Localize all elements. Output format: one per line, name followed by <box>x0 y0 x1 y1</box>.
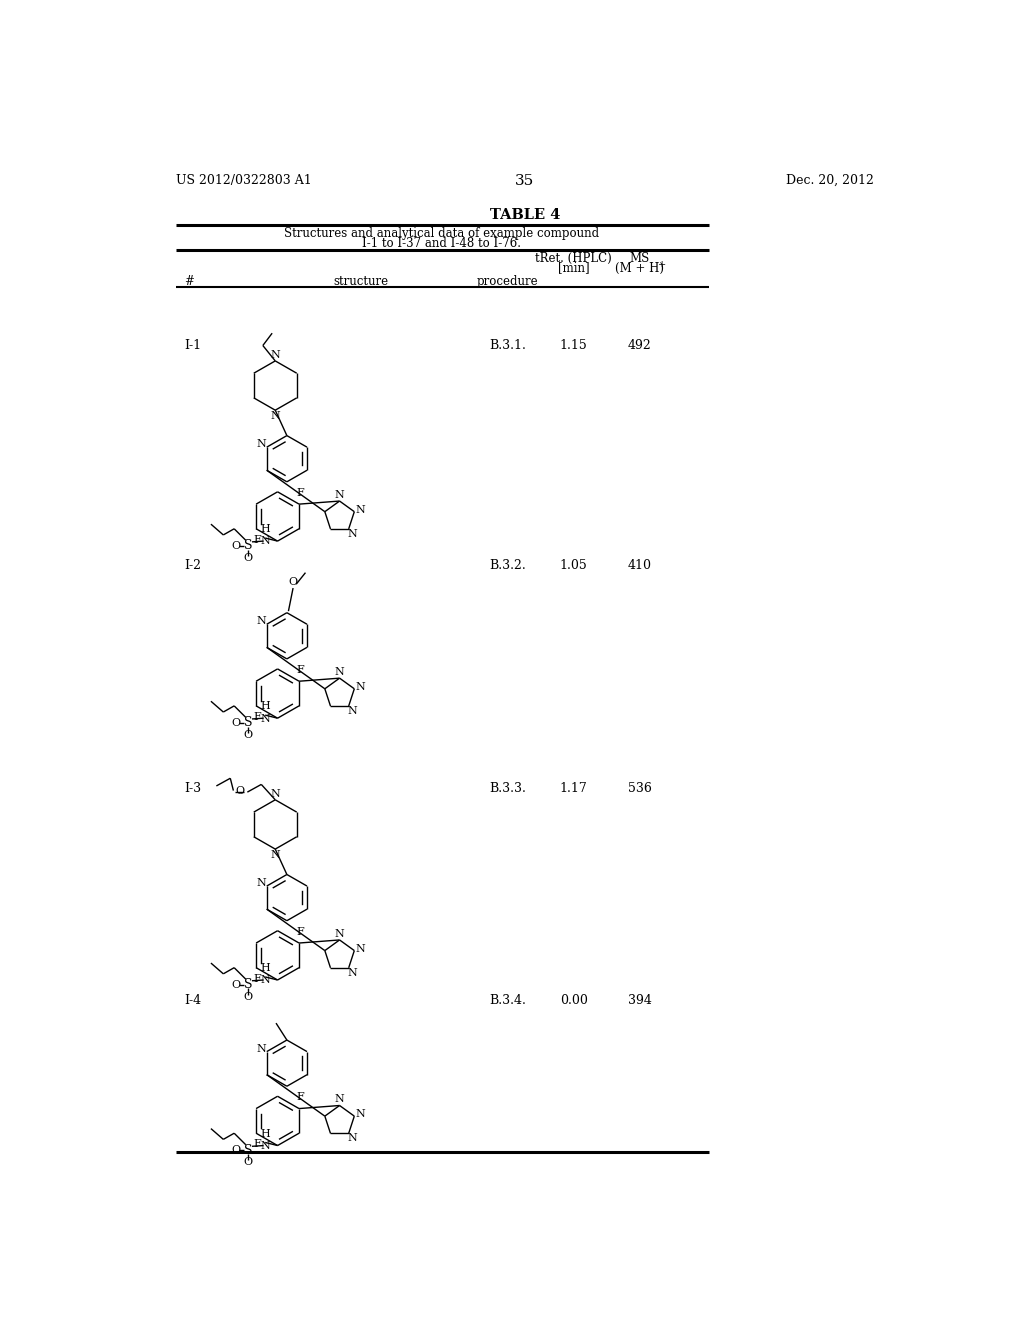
Text: H: H <box>260 964 270 973</box>
Text: F: F <box>254 535 261 545</box>
Text: MS: MS <box>630 252 649 265</box>
Text: 35: 35 <box>515 174 535 187</box>
Text: N: N <box>260 536 270 546</box>
Text: Dec. 20, 2012: Dec. 20, 2012 <box>785 174 873 187</box>
Text: 410: 410 <box>628 558 651 572</box>
Text: F: F <box>297 665 304 675</box>
Text: O: O <box>244 1158 253 1167</box>
Text: O: O <box>289 577 298 586</box>
Text: N: N <box>347 968 357 978</box>
Text: N: N <box>260 1140 270 1151</box>
Text: H: H <box>260 1129 270 1139</box>
Text: B.3.1.: B.3.1. <box>489 339 526 352</box>
Text: O: O <box>231 979 241 990</box>
Text: procedure: procedure <box>477 276 539 289</box>
Text: TABLE 4: TABLE 4 <box>489 209 560 223</box>
Text: H: H <box>260 524 270 535</box>
Text: US 2012/0322803 A1: US 2012/0322803 A1 <box>176 174 311 187</box>
Text: O: O <box>244 730 253 741</box>
Text: 0.00: 0.00 <box>560 994 588 1007</box>
Text: 492: 492 <box>628 339 651 352</box>
Text: N: N <box>256 878 266 888</box>
Text: 536: 536 <box>628 781 651 795</box>
Text: 1.17: 1.17 <box>560 781 588 795</box>
Text: 1.15: 1.15 <box>560 339 588 352</box>
Text: N: N <box>335 490 344 500</box>
Text: N: N <box>355 1109 366 1119</box>
Text: +: + <box>658 260 667 269</box>
Text: N: N <box>335 929 344 939</box>
Text: O: O <box>231 718 241 727</box>
Text: O: O <box>236 785 244 796</box>
Text: 1.05: 1.05 <box>560 558 588 572</box>
Text: I-1 to I-37 and I-48 to I-76.: I-1 to I-37 and I-48 to I-76. <box>362 238 521 249</box>
Text: N: N <box>347 706 357 715</box>
Text: N: N <box>335 667 344 677</box>
Text: 394: 394 <box>628 994 651 1007</box>
Text: N: N <box>270 350 281 360</box>
Text: I-3: I-3 <box>183 781 201 795</box>
Text: F: F <box>297 927 304 937</box>
Text: (M + H): (M + H) <box>615 261 664 275</box>
Text: N: N <box>260 714 270 723</box>
Text: [min]: [min] <box>558 261 590 275</box>
Text: S: S <box>244 978 252 991</box>
Text: I-2: I-2 <box>183 558 201 572</box>
Text: O: O <box>231 1146 241 1155</box>
Text: N: N <box>355 682 366 692</box>
Text: N: N <box>347 1134 357 1143</box>
Text: F: F <box>254 1139 261 1150</box>
Text: F: F <box>254 711 261 722</box>
Text: #: # <box>183 276 194 289</box>
Text: H: H <box>260 701 270 711</box>
Text: F: F <box>254 974 261 983</box>
Text: N: N <box>260 975 270 985</box>
Text: tRet. (HPLC): tRet. (HPLC) <box>536 252 612 265</box>
Text: O: O <box>244 991 253 1002</box>
Text: structure: structure <box>333 276 388 289</box>
Text: S: S <box>244 717 252 730</box>
Text: N: N <box>355 504 366 515</box>
Text: B.3.3.: B.3.3. <box>489 781 526 795</box>
Text: N: N <box>270 788 281 799</box>
Text: N: N <box>270 850 281 861</box>
Text: N: N <box>256 616 266 626</box>
Text: O: O <box>231 541 241 550</box>
Text: N: N <box>270 412 281 421</box>
Text: B.3.4.: B.3.4. <box>489 994 526 1007</box>
Text: S: S <box>244 1143 252 1156</box>
Text: N: N <box>347 529 357 539</box>
Text: O: O <box>244 553 253 564</box>
Text: F: F <box>297 488 304 498</box>
Text: Structures and analytical data of example compound: Structures and analytical data of exampl… <box>285 227 599 240</box>
Text: N: N <box>256 440 266 449</box>
Text: F: F <box>297 1093 304 1102</box>
Text: N: N <box>256 1044 266 1053</box>
Text: N: N <box>335 1094 344 1105</box>
Text: I-1: I-1 <box>183 339 201 352</box>
Text: I-4: I-4 <box>183 994 201 1007</box>
Text: S: S <box>244 539 252 552</box>
Text: N: N <box>355 944 366 953</box>
Text: B.3.2.: B.3.2. <box>489 558 526 572</box>
